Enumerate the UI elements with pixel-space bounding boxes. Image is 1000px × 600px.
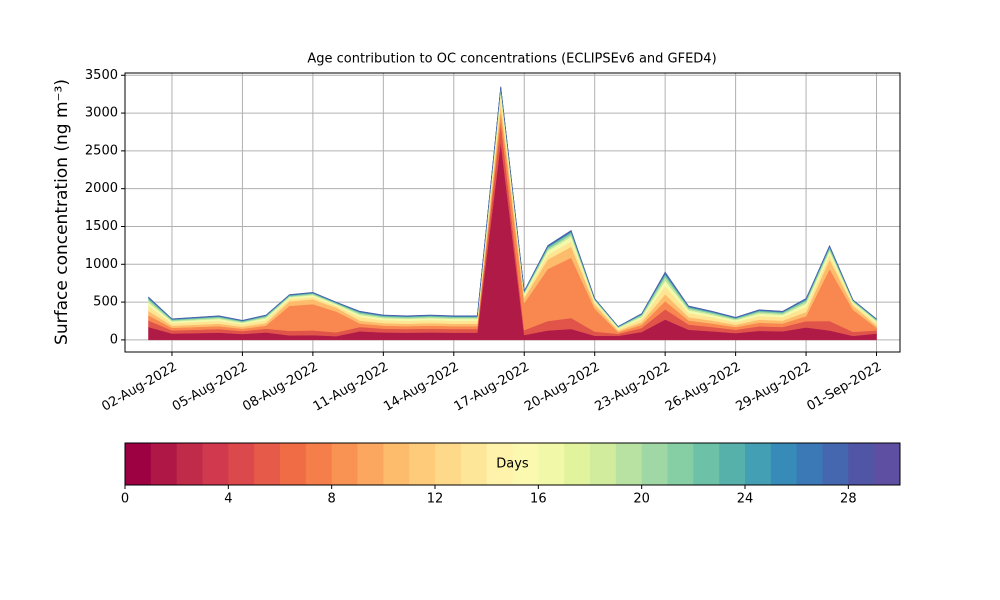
colorbar-cell bbox=[357, 443, 384, 485]
colorbar-tick-label: 28 bbox=[840, 492, 857, 507]
colorbar-cell bbox=[254, 443, 281, 485]
colorbar-cell bbox=[822, 443, 849, 485]
colorbar-cell bbox=[150, 443, 178, 485]
colorbar-tick-label: 4 bbox=[224, 492, 232, 507]
y-axis-label: Surface concentration (ng m⁻³) bbox=[52, 79, 72, 345]
colorbar-tick-label: 12 bbox=[427, 492, 444, 507]
colorbar-cell bbox=[280, 443, 307, 485]
colorbar-cell bbox=[874, 443, 901, 485]
chart-title: Age contribution to OC concentrations (E… bbox=[307, 52, 716, 67]
colorbar-cell bbox=[228, 443, 255, 485]
colorbar-cell bbox=[305, 443, 333, 485]
colorbar-cell bbox=[848, 443, 875, 485]
x-tick-label: 08-Aug-2022 bbox=[240, 360, 320, 415]
y-tick-label: 2500 bbox=[85, 143, 118, 158]
x-tick-label: 29-Aug-2022 bbox=[733, 360, 813, 415]
colorbar-cell bbox=[460, 443, 488, 485]
y-tick-label: 2000 bbox=[85, 181, 118, 196]
y-tick-label: 3000 bbox=[85, 106, 118, 121]
colorbar-cell bbox=[667, 443, 694, 485]
colorbar-cell bbox=[745, 443, 772, 485]
x-tick-label: 23-Aug-2022 bbox=[593, 360, 673, 415]
colorbar-frame bbox=[124, 442, 901, 486]
colorbar-cell bbox=[383, 443, 410, 485]
y-tick-label: 500 bbox=[93, 295, 118, 310]
colorbar-cell bbox=[693, 443, 720, 485]
colorbar-cell bbox=[770, 443, 798, 485]
x-tick-label: 01-Sep-2022 bbox=[804, 360, 884, 415]
colorbar-label: Days bbox=[496, 457, 529, 472]
colorbar-cell bbox=[796, 443, 823, 485]
plot-frame bbox=[124, 72, 901, 353]
x-tick-label: 05-Aug-2022 bbox=[170, 360, 250, 415]
colorbar-tick-label: 20 bbox=[633, 492, 650, 507]
x-tick-label: 26-Aug-2022 bbox=[663, 360, 743, 415]
area-band bbox=[148, 86, 877, 327]
x-tick-label: 11-Aug-2022 bbox=[311, 360, 391, 415]
colorbar-cell bbox=[176, 443, 203, 485]
colorbar-cell bbox=[590, 443, 617, 485]
y-tick-label: 3500 bbox=[85, 68, 118, 83]
y-tick-label: 1000 bbox=[85, 257, 118, 272]
colorbar-cell bbox=[719, 443, 746, 485]
colorbar-cell bbox=[435, 443, 462, 485]
colorbar-tick-label: 16 bbox=[530, 492, 547, 507]
colorbar-cell bbox=[409, 443, 436, 485]
x-tick-label: 20-Aug-2022 bbox=[522, 360, 602, 415]
y-tick-label: 0 bbox=[110, 332, 118, 347]
colorbar-cell bbox=[331, 443, 358, 485]
colorbar-cell bbox=[125, 443, 152, 485]
colorbar-cell bbox=[564, 443, 591, 485]
x-tick-label: 14-Aug-2022 bbox=[381, 360, 461, 415]
colorbar-cell bbox=[512, 443, 539, 485]
colorbar-tick-label: 24 bbox=[737, 492, 754, 507]
colorbar-cell bbox=[202, 443, 229, 485]
y-tick-label: 1500 bbox=[85, 219, 118, 234]
colorbar-cell bbox=[486, 443, 513, 485]
colorbar-cell bbox=[641, 443, 668, 485]
x-tick-label: 02-Aug-2022 bbox=[99, 360, 179, 415]
colorbar-tick-label: 0 bbox=[121, 492, 129, 507]
x-tick-label: 17-Aug-2022 bbox=[452, 360, 532, 415]
colorbar-tick-label: 8 bbox=[328, 492, 336, 507]
colorbar-cell bbox=[615, 443, 643, 485]
colorbar-cell bbox=[538, 443, 565, 485]
